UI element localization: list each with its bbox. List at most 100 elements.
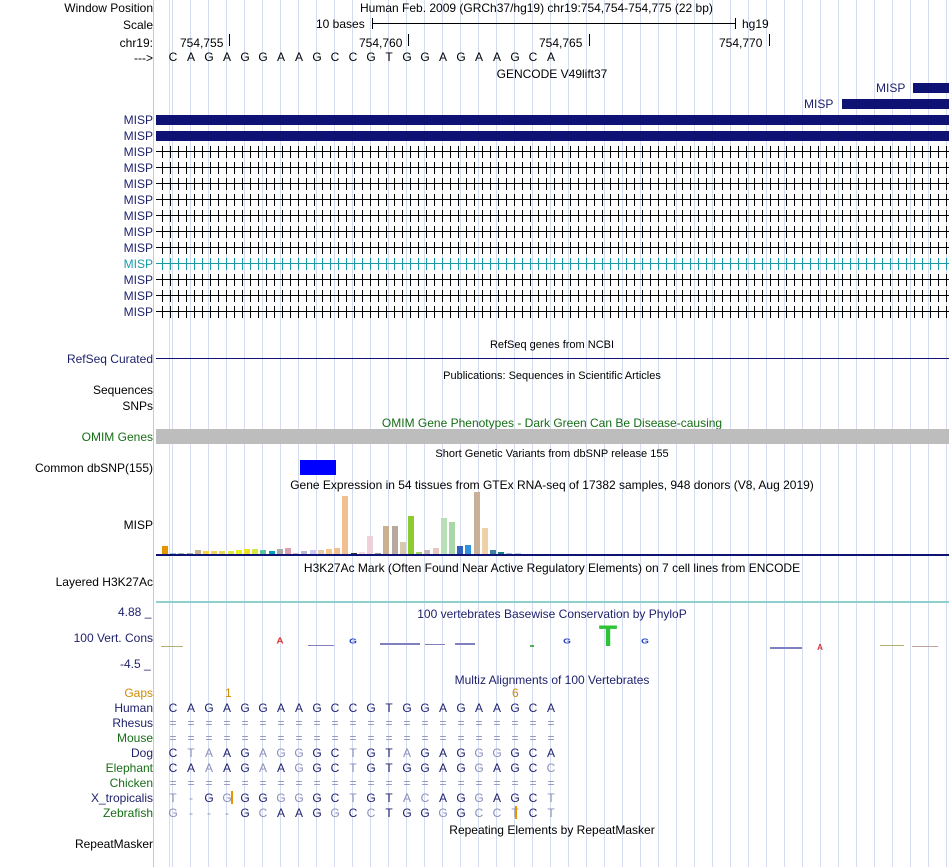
h3k27ac-track-label[interactable]: Layered H3K27Ac	[55, 575, 153, 589]
transcript-intron-line[interactable]	[156, 194, 949, 206]
gtex-tissue-bar[interactable]	[367, 536, 373, 554]
alignment-base: C	[330, 701, 340, 715]
transcript-label-misp[interactable]: MISP	[123, 113, 153, 127]
alignment-base: G	[240, 806, 250, 820]
refseq-feature-line[interactable]	[156, 358, 949, 359]
alignment-base: G	[474, 761, 484, 775]
omim-track-title[interactable]: OMIM Gene Phenotypes - Dark Green Can Be…	[381, 416, 723, 430]
transcript-intron-line[interactable]	[156, 226, 949, 238]
alignment-base: T	[187, 746, 195, 760]
phylop-track-label[interactable]: 100 Vert. Cons	[73, 631, 153, 645]
gtex-tissue-bar[interactable]	[481, 528, 488, 554]
species-label[interactable]: Rhesus	[112, 716, 153, 730]
transcript-intron-line[interactable]	[156, 162, 949, 174]
gtex-track-label[interactable]: MISP	[123, 518, 153, 532]
alignment-base: =	[205, 731, 213, 745]
transcript-label-misp[interactable]: MISP	[123, 273, 153, 287]
h3k27ac-track-title[interactable]: H3K27Ac Mark (Often Found Near Active Re…	[303, 561, 801, 575]
alignment-base: T	[385, 701, 393, 715]
species-label[interactable]: Zebrafish	[102, 806, 153, 820]
transcript-intron-line[interactable]	[156, 178, 949, 190]
gene-thick-exon[interactable]	[913, 83, 949, 93]
alignment-base: G	[312, 791, 322, 805]
gaps-label[interactable]: Gaps	[124, 686, 153, 700]
transcript-label-misp[interactable]: MISP	[123, 129, 153, 143]
species-label[interactable]: Chicken	[109, 776, 153, 790]
repeatmasker-track-title[interactable]: Repeating Elements by RepeatMasker	[449, 823, 655, 837]
transcript-intron-line[interactable]	[156, 210, 949, 222]
alignment-base: T	[547, 806, 555, 820]
position-tick-label: 754,765	[539, 36, 583, 50]
gtex-tissue-bar[interactable]	[391, 526, 398, 554]
multiz-track-title[interactable]: Multiz Alignments of 100 Vertebrates	[454, 673, 650, 687]
transcript-label-misp[interactable]: MISP	[123, 177, 153, 191]
transcript-intron-line[interactable]	[156, 306, 949, 318]
alignment-base: G	[222, 791, 232, 805]
transcript-intron-line[interactable]	[156, 274, 949, 286]
gtex-tissue-bar[interactable]	[465, 545, 472, 554]
gene-label-misp[interactable]: MISP	[804, 97, 834, 111]
alignment-base: C	[258, 806, 268, 820]
transcript-label-misp[interactable]: MISP	[123, 289, 153, 303]
transcript-exon-block[interactable]	[156, 131, 949, 141]
dbsnp-variant-block[interactable]	[300, 460, 336, 475]
base-letter: A	[276, 50, 285, 64]
gtex-tissue-bar[interactable]	[383, 526, 390, 554]
dbsnp-track-label[interactable]: Common dbSNP(155)	[34, 461, 153, 475]
species-label[interactable]: Mouse	[116, 731, 153, 745]
alignment-base: A	[438, 791, 447, 805]
alignment-base: =	[313, 731, 321, 745]
alignment-base: G	[366, 761, 376, 775]
refseq-track-title[interactable]: RefSeq genes from NCBI	[489, 339, 615, 351]
gtex-tissue-bar[interactable]	[162, 546, 168, 554]
species-label[interactable]: Dog	[130, 746, 153, 760]
transcript-label-misp[interactable]: MISP	[123, 241, 153, 255]
transcript-label-misp[interactable]: MISP	[123, 305, 153, 319]
transcript-intron-line[interactable]	[156, 146, 949, 158]
base-letter: G	[240, 50, 250, 64]
base-letter: C	[330, 50, 340, 64]
gene-label-misp[interactable]: MISP	[876, 81, 906, 95]
gtex-tissue-bar[interactable]	[408, 516, 414, 554]
gtex-tissue-bar[interactable]	[399, 542, 406, 554]
refseq-track-label[interactable]: RefSeq Curated	[66, 352, 153, 366]
alignment-base: =	[169, 716, 177, 730]
phylop-track-title[interactable]: 100 vertebrates Basewise Conservation by…	[417, 607, 687, 621]
omim-track-label[interactable]: OMIM Genes	[81, 430, 153, 444]
transcript-intron-line[interactable]	[156, 258, 949, 270]
gtex-track-title[interactable]: Gene Expression in 54 tissues from GTEx …	[290, 478, 814, 492]
gencode-track-title[interactable]: GENCODE V49lift37	[496, 67, 608, 81]
species-label[interactable]: X_tropicalis	[90, 791, 153, 805]
transcript-label-misp[interactable]: MISP	[123, 225, 153, 239]
transcript-label-misp[interactable]: MISP	[123, 161, 153, 175]
transcript-intron-line[interactable]	[156, 290, 949, 302]
position-tick-label: 754,755	[180, 36, 224, 50]
gtex-tissue-bar[interactable]	[473, 492, 480, 554]
phylop-letter: A	[276, 637, 284, 646]
alignment-base: =	[475, 776, 483, 790]
dbsnp-track-title[interactable]: Short Genetic Variants from dbSNP releas…	[435, 448, 669, 460]
gtex-tissue-bar[interactable]	[342, 496, 349, 554]
transcript-label-misp[interactable]: MISP	[123, 209, 153, 223]
sequences-track-label[interactable]: Sequences	[92, 383, 153, 397]
alignment-base: T	[385, 791, 393, 805]
repeatmasker-track-label[interactable]: RepeatMasker	[74, 837, 153, 851]
transcript-label-misp[interactable]: MISP	[123, 257, 153, 271]
omim-feature-bar[interactable]	[156, 429, 949, 444]
transcript-label-misp[interactable]: MISP	[123, 193, 153, 207]
phylop-mark	[425, 644, 445, 645]
gtex-tissue-bar[interactable]	[449, 522, 455, 554]
gtex-tissue-bar[interactable]	[457, 546, 464, 554]
alignment-base: A	[222, 761, 231, 775]
gene-thick-exon[interactable]	[842, 99, 949, 109]
species-label[interactable]: Human	[114, 701, 153, 715]
gtex-tissue-bar[interactable]	[440, 518, 447, 554]
snps-track-label[interactable]: SNPs	[122, 399, 153, 413]
base-letter: A	[492, 50, 501, 64]
transcript-label-misp[interactable]: MISP	[123, 145, 153, 159]
transcript-intron-line[interactable]	[156, 242, 949, 254]
phylop-logo[interactable]: T A G G G A	[0, 610, 950, 670]
species-label[interactable]: Elephant	[105, 761, 153, 775]
transcript-exon-block[interactable]	[156, 115, 949, 125]
publications-track-title[interactable]: Publications: Sequences in Scientific Ar…	[443, 370, 661, 382]
